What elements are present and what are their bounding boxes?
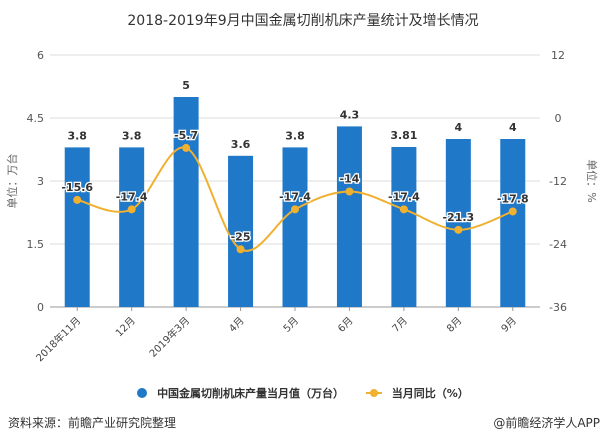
line-value-label: -25 bbox=[231, 230, 251, 243]
line-point bbox=[345, 187, 354, 196]
left-tick-label: 1.5 bbox=[27, 238, 45, 251]
bar bbox=[500, 139, 526, 307]
x-tick-label: 9月 bbox=[499, 315, 519, 335]
line-point bbox=[291, 205, 299, 214]
bar-value-label: 3.8 bbox=[122, 129, 142, 142]
bar bbox=[173, 97, 199, 307]
bar-value-label: 3.81 bbox=[390, 129, 417, 142]
line-value-label: -17.4 bbox=[116, 190, 148, 203]
line-point bbox=[454, 225, 463, 234]
legend: 中国金属切削机床产量当月值（万台） 当月同比（%） bbox=[0, 385, 606, 401]
line-value-label: -15.6 bbox=[61, 181, 93, 194]
bar-value-label: 4 bbox=[455, 121, 463, 134]
line-value-label: -14 bbox=[340, 173, 360, 186]
legend-bar-label: 中国金属切削机床产量当月值（万台） bbox=[157, 387, 345, 400]
legend-line-label: 当月同比（%） bbox=[391, 387, 469, 400]
x-tick-label: 2018年11月 bbox=[33, 314, 83, 364]
line-value-label: -17.4 bbox=[388, 190, 420, 203]
right-axis-label: 单位：% bbox=[585, 159, 599, 202]
legend-line-icon bbox=[365, 389, 382, 397]
line-point bbox=[508, 207, 517, 216]
bar-value-label: 4 bbox=[509, 121, 517, 134]
bar bbox=[391, 146, 417, 307]
right-tick-label: -24 bbox=[549, 238, 567, 251]
right-tick-label: -12 bbox=[549, 175, 567, 188]
bar-value-label: 3.8 bbox=[285, 129, 305, 142]
credit: @前瞻经济学人APP bbox=[493, 416, 600, 430]
line-point bbox=[182, 143, 191, 152]
x-tick-label: 8月 bbox=[444, 315, 464, 335]
bar-value-label: 3.6 bbox=[231, 138, 251, 151]
chart-title: 2018-2019年9月中国金属切削机床产量统计及增长情况 bbox=[127, 13, 479, 29]
source-note: 资料来源：前瞻产业研究院整理 bbox=[8, 416, 177, 430]
bar bbox=[228, 155, 254, 307]
bar-value-label: 3.8 bbox=[67, 129, 87, 142]
line-point bbox=[73, 195, 82, 204]
line-point bbox=[236, 245, 245, 254]
bar bbox=[119, 147, 145, 307]
x-tick-label: 5月 bbox=[281, 315, 301, 335]
x-tick-label: 6月 bbox=[336, 315, 356, 335]
x-tick-label: 4月 bbox=[227, 315, 247, 335]
bar bbox=[445, 139, 471, 307]
right-tick-label: -36 bbox=[549, 301, 567, 314]
left-tick-label: 6 bbox=[37, 49, 44, 62]
right-tick-label: 12 bbox=[551, 49, 565, 62]
legend-bar-icon bbox=[137, 388, 148, 398]
left-tick-label: 3 bbox=[37, 175, 44, 188]
x-tick-label: 2019年3月 bbox=[146, 314, 192, 360]
bar bbox=[282, 147, 308, 307]
line-point bbox=[399, 205, 408, 214]
x-tick-label: 12月 bbox=[113, 315, 138, 340]
line-series bbox=[76, 146, 514, 252]
left-tick-label: 0 bbox=[37, 301, 44, 314]
line-value-label: -21.3 bbox=[442, 211, 474, 224]
x-tick-label: 7月 bbox=[390, 315, 410, 335]
left-tick-label: 4.5 bbox=[27, 112, 45, 125]
line-value-label: -5.7 bbox=[174, 129, 198, 142]
line-value-label: -17.8 bbox=[497, 192, 529, 205]
bar-value-label: 5 bbox=[182, 79, 190, 92]
bar-value-label: 4.3 bbox=[340, 108, 360, 121]
bar bbox=[64, 147, 90, 307]
line-value-label: -17.4 bbox=[279, 190, 311, 203]
line-point bbox=[127, 205, 136, 214]
bar bbox=[336, 126, 362, 308]
right-tick-label: 0 bbox=[555, 112, 562, 125]
left-axis-label: 单位：万台 bbox=[5, 154, 19, 209]
